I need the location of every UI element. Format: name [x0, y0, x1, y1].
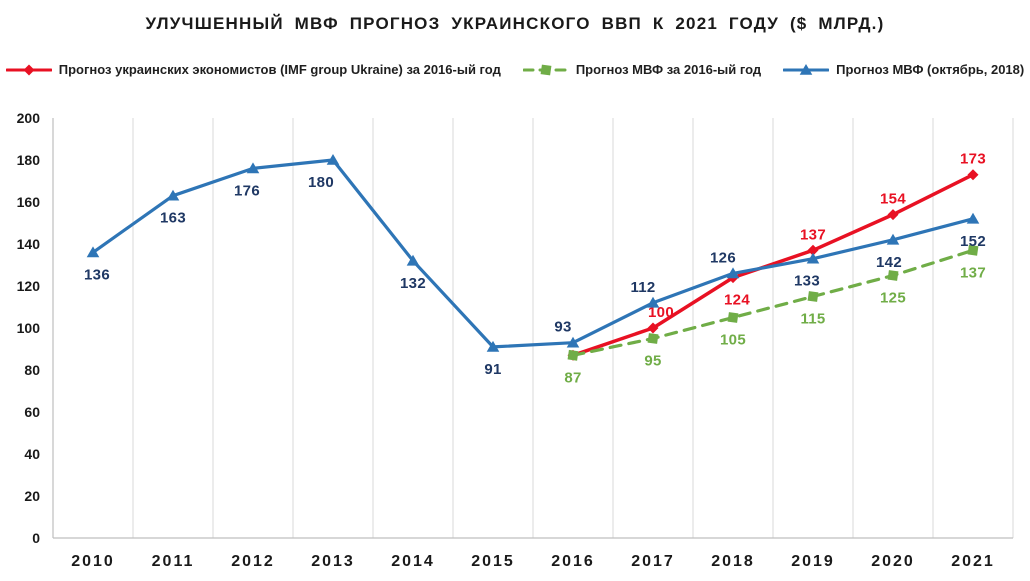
data-point-marker	[886, 233, 900, 245]
data-point-marker	[540, 64, 552, 75]
x-tick-label: 2021	[951, 553, 995, 570]
data-point-marker	[966, 212, 980, 224]
y-tick-label: 120	[17, 278, 41, 294]
data-point-marker	[807, 244, 819, 256]
series-line-2	[91, 158, 975, 349]
data-point-marker	[887, 270, 899, 281]
data-point-marker	[406, 254, 420, 266]
chart-title: УЛУЧШЕННЫЙ МВФ ПРОГНОЗ УКРАИНСКОГО ВВП К…	[145, 14, 885, 33]
y-tick-label: 20	[24, 488, 40, 504]
data-point-marker	[486, 340, 500, 352]
data-label: 115	[800, 311, 825, 328]
data-point-marker	[806, 252, 820, 264]
y-tick-label: 40	[24, 446, 40, 462]
data-label: 154	[880, 191, 906, 208]
data-label: 105	[720, 332, 746, 349]
legend-item-ukr-economists: Прогноз украинских экономистов (IMF grou…	[5, 62, 501, 77]
data-label: 152	[960, 233, 986, 250]
data-point-marker	[246, 162, 260, 174]
data-label: 173	[960, 151, 986, 168]
series-line-0	[571, 172, 975, 358]
data-label: 132	[400, 275, 426, 292]
x-tick-label: 2011	[152, 553, 195, 570]
x-tick-label: 2018	[711, 553, 755, 570]
data-point-marker	[567, 349, 579, 361]
data-point-marker	[799, 63, 813, 75]
green-square-dashed-line-icon	[522, 64, 569, 75]
data-point-marker	[807, 291, 819, 302]
data-label: 137	[960, 264, 986, 281]
data-label: 126	[710, 249, 736, 266]
data-label: 125	[880, 290, 906, 307]
data-point-marker	[726, 267, 740, 279]
data-point-marker	[646, 296, 660, 308]
x-tick-label: 2020	[871, 553, 915, 570]
y-tick-label: 60	[24, 404, 40, 420]
x-tick-label: 2013	[311, 553, 355, 570]
y-tick-label: 80	[24, 362, 40, 378]
data-point-marker	[326, 154, 340, 165]
y-tick-label: 100	[17, 320, 41, 336]
data-label: 180	[308, 174, 334, 191]
data-label: 136	[84, 266, 110, 283]
legend-item-imf-2016: Прогноз МВФ за 2016-ый год	[522, 62, 762, 77]
data-point-marker	[23, 64, 35, 75]
x-tick-label: 2017	[631, 553, 675, 570]
data-point-marker	[887, 209, 899, 221]
data-label: 142	[876, 254, 902, 271]
y-tick-label: 200	[17, 110, 41, 126]
y-tick-label: 180	[17, 152, 41, 168]
y-tick-label: 140	[17, 236, 41, 252]
data-label: 87	[564, 369, 581, 386]
data-point-marker	[566, 336, 580, 348]
data-label: 95	[644, 353, 661, 370]
legend-label: Прогноз МВФ за 2016-ый год	[575, 62, 762, 77]
legend-label: Прогноз МВФ (октябрь, 2018)	[836, 62, 1025, 77]
data-point-marker	[967, 169, 979, 181]
legend-label: Прогноз украинских экономистов (IMF grou…	[58, 62, 501, 77]
x-tick-label: 2019	[791, 553, 835, 570]
data-label: 176	[234, 182, 260, 199]
x-tick-label: 2014	[391, 553, 435, 570]
data-point-marker	[86, 246, 100, 258]
x-tick-label: 2016	[551, 553, 595, 570]
red-diamond-line-icon	[5, 64, 52, 75]
data-point-marker	[727, 312, 739, 323]
data-label: 112	[630, 279, 655, 296]
data-label: 100	[648, 304, 674, 321]
x-tick-label: 2010	[71, 553, 115, 570]
y-tick-label: 160	[17, 194, 41, 210]
data-label: 137	[800, 226, 826, 243]
x-tick-label: 2015	[471, 553, 515, 570]
x-tick-label: 2012	[231, 553, 275, 570]
data-label: 124	[724, 292, 750, 309]
data-label: 93	[554, 319, 571, 336]
data-label: 163	[160, 210, 186, 227]
data-point-marker	[647, 333, 659, 344]
data-point-marker	[166, 189, 180, 201]
blue-triangle-line-icon	[783, 63, 830, 75]
series-line-1	[571, 248, 975, 357]
data-label: 133	[794, 273, 820, 290]
data-point-marker	[967, 244, 979, 256]
y-tick-label: 0	[32, 530, 40, 546]
data-label: 91	[484, 361, 501, 378]
chart-legend: Прогноз украинских экономистов (IMF grou…	[0, 62, 1030, 77]
legend-item-imf-oct-2018: Прогноз МВФ (октябрь, 2018)	[783, 62, 1024, 77]
data-point-marker	[647, 322, 659, 334]
